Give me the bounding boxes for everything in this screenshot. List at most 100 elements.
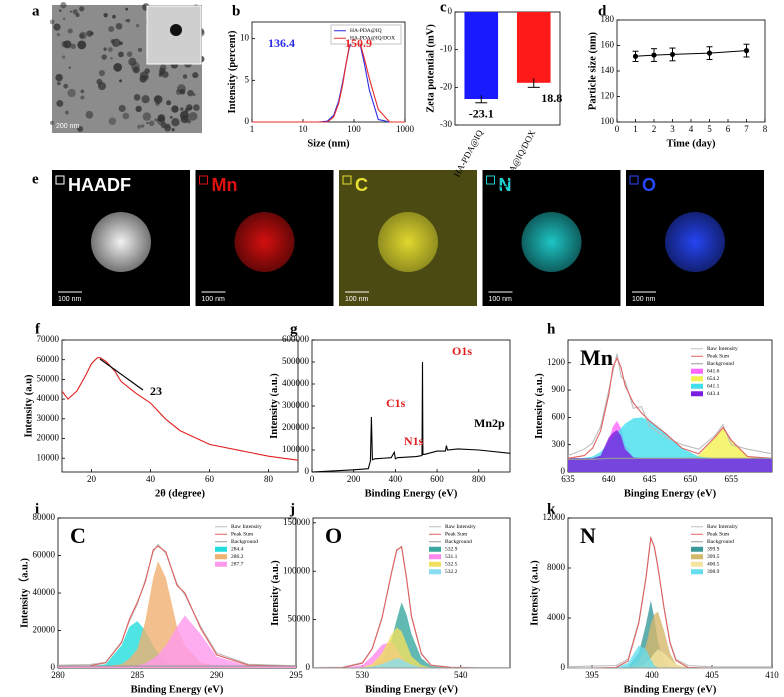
y-tick-label: 160: [601, 40, 615, 50]
y-tick-label: 30000: [37, 413, 60, 423]
panel-label: c: [440, 0, 447, 15]
nanoparticle: [56, 32, 61, 37]
point: [632, 53, 639, 59]
y-tick-label: 40000: [37, 393, 60, 403]
peak-area: [58, 621, 296, 668]
x-tick-label: 295: [289, 670, 303, 680]
series-line: [311, 361, 511, 473]
nanoparticle: [133, 94, 141, 101]
nanoparticle: [67, 28, 73, 34]
y-tick-label: 100000: [283, 565, 311, 575]
legend-swatch: [691, 546, 703, 552]
chart-title: N: [580, 523, 596, 548]
chart-title: Mn: [580, 345, 613, 370]
x-tick-label: 3: [670, 124, 675, 134]
x-tick-label: 200: [347, 474, 361, 484]
x-axis-label: Binding Energy (eV): [131, 684, 224, 695]
x-tick-label: 100: [347, 124, 361, 134]
nanoparticle: [118, 51, 124, 58]
peak-area: [568, 611, 772, 668]
x-axis-label: Binging Energy (eV): [624, 488, 717, 499]
x-tick-label: 645: [643, 474, 657, 484]
legend-label: Background: [707, 361, 734, 367]
nanoparticle: [79, 6, 85, 12]
x-tick-label: 40: [146, 474, 156, 484]
nanoparticle: [126, 51, 133, 57]
nanoparticle: [85, 110, 94, 119]
y-tick-label: 1200: [547, 357, 566, 367]
legend-label: 654.2: [707, 376, 720, 382]
nanoparticle: [118, 41, 123, 46]
legend-label: 532.5: [445, 562, 458, 568]
legend-label: 398.9: [707, 569, 720, 575]
particle: [665, 212, 725, 272]
bar: [464, 12, 499, 100]
y-tick-label: 4000: [547, 612, 566, 622]
legend-label: 643.4: [707, 391, 720, 397]
peak-area: [58, 615, 296, 668]
y-tick-label: 80000: [33, 512, 56, 522]
panel-label: j: [289, 501, 295, 517]
legend-label: 641.6: [707, 369, 720, 375]
nanoparticle: [141, 95, 150, 104]
legend-label: 399.9: [707, 547, 720, 553]
nanoparticle: [113, 62, 123, 72]
x-tick-label: 405: [705, 670, 719, 680]
x-tick-label: 600: [430, 474, 444, 484]
x-axis-label: Binding Energy (eV): [624, 684, 717, 695]
y-tick-label: 600000: [282, 334, 310, 344]
y-axis-label: Intensity (a.u.): [270, 560, 281, 626]
y-tick-label: 300000: [282, 400, 310, 410]
series-line: [568, 535, 772, 669]
peak-area: [313, 658, 510, 668]
nanoparticle: [188, 111, 198, 121]
series-line: [568, 457, 772, 460]
map-icon: [199, 175, 208, 185]
particle: [234, 212, 295, 272]
x-tick-label: 6: [726, 124, 731, 134]
nanoparticle: [171, 117, 180, 127]
legend-label: 532.2: [445, 569, 458, 575]
nanoparticle: [148, 120, 155, 127]
legend-label: 286.2: [231, 554, 244, 560]
x-tick-label: 60: [205, 474, 215, 484]
y-tick-label: 150000: [283, 517, 311, 527]
x-tick-label: 285: [131, 670, 145, 680]
x-tick-label: 0: [615, 124, 620, 134]
x-axis-label: 2θ (degree): [155, 488, 205, 499]
legend-label: Background: [445, 539, 472, 545]
nanoparticle: [193, 104, 200, 111]
nanoparticle: [64, 110, 69, 115]
legend-box: [330, 24, 402, 45]
y-tick-label: 0: [305, 466, 310, 476]
nanoparticle: [60, 2, 67, 9]
x-axis-label: Size (nm): [307, 138, 350, 149]
plot-frame: [61, 339, 299, 473]
legend-label: HA-PDA@IQ/DOX: [350, 36, 395, 42]
nanoparticle: [77, 126, 84, 132]
x-tick-label: 1: [250, 124, 255, 134]
legend-swatch: [691, 368, 703, 374]
nanoparticle: [180, 107, 184, 111]
nanoparticle: [187, 89, 194, 97]
y-tick-label: 900: [552, 384, 566, 394]
legend-swatch: [215, 546, 227, 552]
plot-frame: [454, 11, 561, 126]
peak-area: [568, 649, 772, 668]
nanoparticle: [141, 124, 145, 128]
map-icon: [55, 175, 65, 185]
nanoparticle: [159, 67, 166, 75]
nanoparticle: [110, 57, 113, 60]
nanoparticle: [58, 9, 62, 13]
nanoparticle: [70, 43, 76, 50]
y-tick-label: 50000: [37, 373, 60, 383]
map-icon: [342, 175, 352, 185]
y-tick-label: 60000: [33, 550, 56, 560]
annotation: N1s: [404, 434, 424, 448]
y-tick-label: 20000: [33, 625, 56, 635]
point: [651, 52, 657, 58]
nanoparticle: [67, 88, 76, 98]
x-axis-label: Binding Energy (eV): [365, 684, 458, 695]
plot-frame: [311, 339, 511, 473]
